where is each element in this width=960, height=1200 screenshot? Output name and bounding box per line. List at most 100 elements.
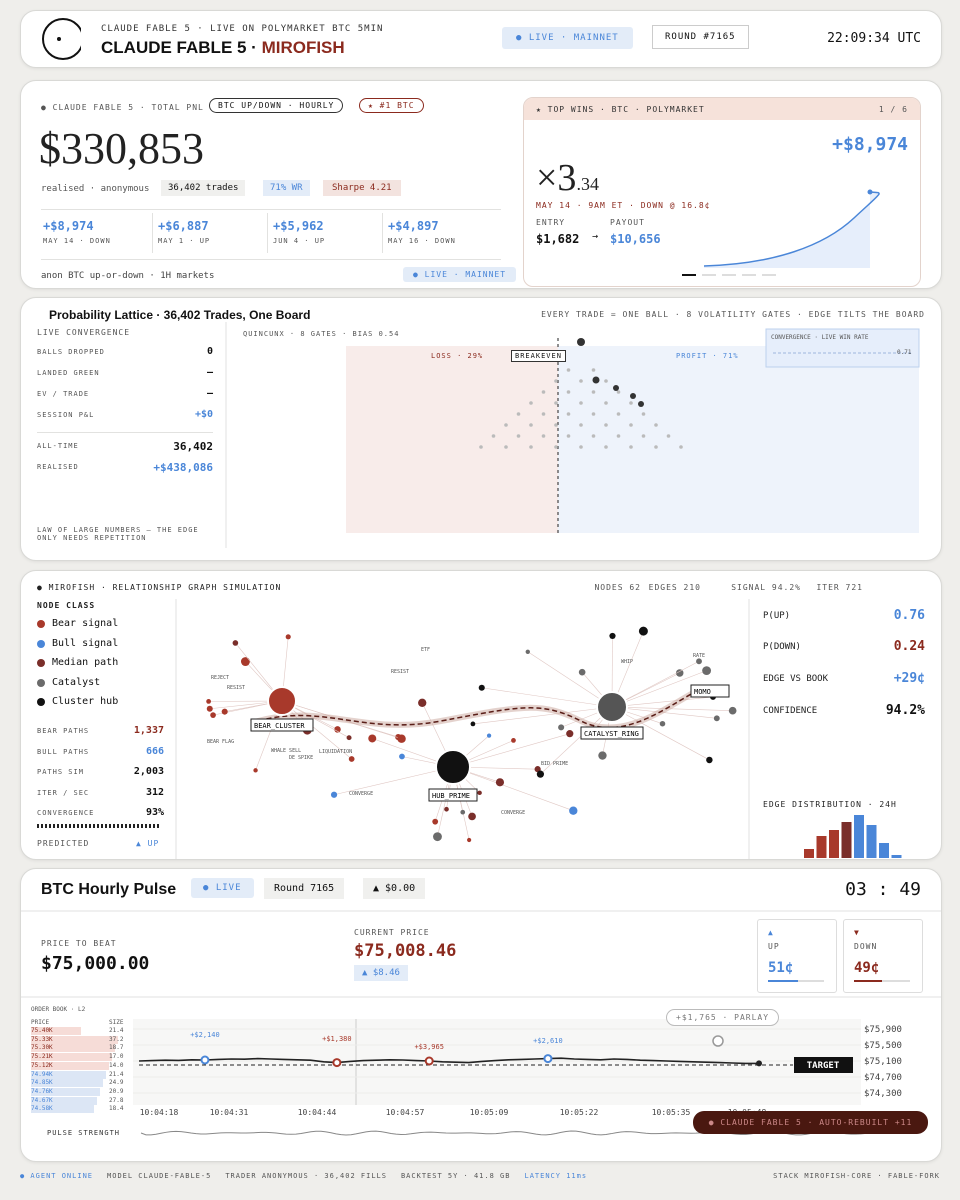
row-value: — xyxy=(206,367,213,378)
metric-value: +29¢ xyxy=(893,671,925,686)
book-row xyxy=(31,1044,115,1053)
panel-title: LIVE CONVERGENCE xyxy=(37,328,131,337)
node xyxy=(210,712,216,718)
legend-label: Median path xyxy=(52,657,119,668)
convergence-label: CONVERGENCE · LIVE WIN RATE xyxy=(771,334,869,341)
row-value: 0 xyxy=(206,346,213,357)
peg xyxy=(629,423,633,427)
book-price: 74.67K xyxy=(31,1096,53,1104)
x-tick-label: 10:05:22 xyxy=(560,1108,599,1117)
book-head: SIZE xyxy=(109,1019,124,1026)
peg xyxy=(554,379,558,383)
node xyxy=(638,626,648,636)
footer-item: TRADER ANONYMOUS · 36,402 FILLS xyxy=(225,1172,387,1180)
round: ROUND #7165 xyxy=(652,25,749,49)
current-change: ▲ $8.46 xyxy=(354,965,408,981)
edge-bar xyxy=(866,825,877,858)
kicker: CLAUDE FABLE 5 · LIVE ON POLYMARKET BTC … xyxy=(101,24,384,34)
win-label: JUN 4 · UP xyxy=(273,237,326,245)
countdown: 03 : 49 xyxy=(845,879,921,900)
total-pnl: $330,853 xyxy=(39,124,204,173)
annotation: +$3,965 xyxy=(414,1043,444,1051)
trade-marker xyxy=(543,1054,553,1064)
separator xyxy=(267,213,268,253)
target-label: TARGET xyxy=(807,1061,840,1071)
node xyxy=(368,734,377,743)
footer-item: MODEL CLAUDE-FABLE-5 xyxy=(107,1172,212,1180)
title-main: CLAUDE FABLE 5 · xyxy=(101,38,262,57)
down-price: 49¢ xyxy=(854,960,880,976)
peg xyxy=(504,445,508,449)
arrow: → xyxy=(592,231,599,242)
book-size: 18.7 xyxy=(109,1044,124,1052)
x-tick-label: 10:04:31 xyxy=(210,1108,249,1117)
ball xyxy=(630,393,636,399)
title-accent: MIROFISH xyxy=(261,38,345,57)
peg xyxy=(679,445,683,449)
node xyxy=(566,730,574,738)
node xyxy=(609,632,616,640)
sharpe: Sharpe 4.21 xyxy=(323,180,401,196)
node-label: CONVERGE xyxy=(501,810,525,816)
peg xyxy=(616,412,621,416)
peg xyxy=(516,434,521,438)
multiplier-dec: .34 xyxy=(576,174,599,194)
edge xyxy=(281,700,352,760)
book-price: 75.40K xyxy=(31,1027,53,1034)
y-tick-label: $75,900 xyxy=(864,1025,902,1035)
hub-label: BEAR_CLUSTER xyxy=(254,722,305,730)
convergence-bar xyxy=(37,824,161,828)
node xyxy=(346,735,352,741)
loss-label: LOSS · 29% xyxy=(431,352,484,360)
legend-swatch xyxy=(37,678,45,687)
peg xyxy=(629,401,633,405)
row-value: — xyxy=(206,388,213,399)
separator xyxy=(382,213,383,253)
book-size: 37.2 xyxy=(109,1035,124,1043)
status-badge: ● LIVE · MAINNET xyxy=(502,27,633,49)
row-label: ALL-TIME xyxy=(37,442,79,450)
stat-value: 666 xyxy=(145,745,164,757)
top-stat: SIGNAL 94.2% xyxy=(731,583,801,592)
edge-bar xyxy=(891,855,902,858)
graph: BEAR_CLUSTER HUB_PRIME CATALYST_RING MOMO RE… xyxy=(175,599,902,859)
node xyxy=(706,756,713,764)
row-label: EV / TRADE xyxy=(37,390,90,398)
footer-item: BACKTEST 5Y · 41.8 GB xyxy=(400,1172,511,1180)
board-label: QUINCUNX · 8 GATES · BIAS 0.54 xyxy=(243,330,400,338)
node xyxy=(659,720,666,727)
node xyxy=(253,768,258,773)
beat-label: PRICE TO BEAT xyxy=(41,939,117,948)
x-tick-label: 10:04:57 xyxy=(386,1108,425,1117)
pulse-title: BTC Hourly Pulse xyxy=(41,881,177,898)
annotation: +$2,140 xyxy=(190,1031,220,1039)
edge-bar xyxy=(879,843,889,858)
node xyxy=(675,669,684,677)
y-tick-label: $75,500 xyxy=(864,1041,902,1051)
row-label: LANDED GREEN xyxy=(37,369,100,377)
win-amount: +$4,897 xyxy=(388,219,439,233)
hub xyxy=(267,686,297,716)
round-change: ▲ $0.00 xyxy=(363,878,426,899)
book-size: 21.4 xyxy=(109,1027,124,1034)
stat-label: BEAR PATHS xyxy=(37,727,90,735)
row-label: REALISED xyxy=(37,463,79,471)
node xyxy=(432,818,439,825)
y-tick-label: $74,300 xyxy=(864,1089,902,1099)
ball xyxy=(592,376,600,384)
node xyxy=(702,666,712,676)
title: CLAUDE FABLE 5 · MIROFISH xyxy=(101,38,345,58)
top-stat: ITER 721 xyxy=(816,583,863,592)
stat-label: CONVERGENCE xyxy=(37,809,95,817)
stat-value: 2,003 xyxy=(133,766,164,777)
up-label: UP xyxy=(768,942,780,951)
legend-swatch xyxy=(37,698,45,706)
book-size: 20.9 xyxy=(109,1087,124,1095)
peg xyxy=(579,445,583,449)
node xyxy=(206,698,212,704)
node xyxy=(470,721,476,727)
legend-title: NODE CLASS xyxy=(37,601,96,610)
pulse-chart: $75,900 $75,500 $75,100 $74,700 $74,300 10:04… xyxy=(21,910,941,1136)
down-label: DOWN xyxy=(854,942,878,951)
rule xyxy=(37,432,213,433)
